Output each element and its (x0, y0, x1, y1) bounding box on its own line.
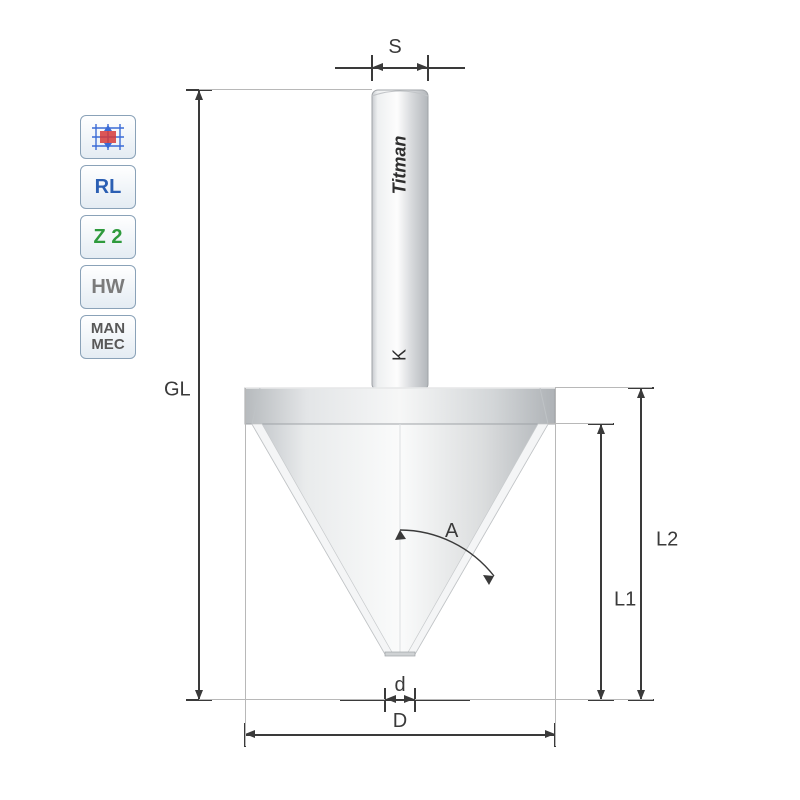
dim-r-ext-bot (415, 699, 653, 700)
dim-gl-arrows (191, 90, 207, 700)
badge-cnc-grid-icon (80, 115, 136, 159)
dim-s-arrows (335, 60, 465, 76)
badge-rl: RL (80, 165, 136, 209)
dim-l1-arrows (593, 424, 609, 700)
dim-l2-ext-top (555, 387, 652, 388)
diagram-canvas: Titman K S GL L2 L1 d (0, 0, 800, 800)
dim-D-ext-l (245, 388, 246, 746)
spec-badges: RL Z 2 HW MAN MEC (80, 115, 136, 359)
dim-l2-arrows (633, 388, 649, 700)
dim-angle-label: A (445, 520, 458, 543)
badge-man-mec: MAN MEC (80, 315, 136, 359)
dim-l1-label: L1 (614, 589, 636, 612)
badge-man-line1: MAN (91, 320, 125, 337)
badge-man-text: MAN MEC (91, 321, 125, 353)
badge-hw-text: HW (91, 277, 124, 298)
shank-brand-text: Titman (390, 136, 411, 195)
dim-gl-ext-top (199, 89, 372, 90)
dim-dd-label: d (394, 674, 405, 697)
dim-D-ext-r (555, 388, 556, 746)
badge-hw: HW (80, 265, 136, 309)
dim-D-label: D (393, 710, 407, 733)
dim-l1-ext-top (548, 423, 613, 424)
badge-rl-text: RL (95, 177, 122, 198)
shank-k-mark: K (390, 349, 411, 361)
badge-z2-text: Z 2 (94, 227, 123, 248)
dim-gl-label: GL (164, 379, 191, 402)
dim-s-label: S (388, 36, 401, 59)
dim-l-ext-bot (199, 699, 385, 700)
badge-z2: Z 2 (80, 215, 136, 259)
dim-l2-label: L2 (656, 529, 678, 552)
badge-man-line2: MEC (91, 336, 124, 353)
